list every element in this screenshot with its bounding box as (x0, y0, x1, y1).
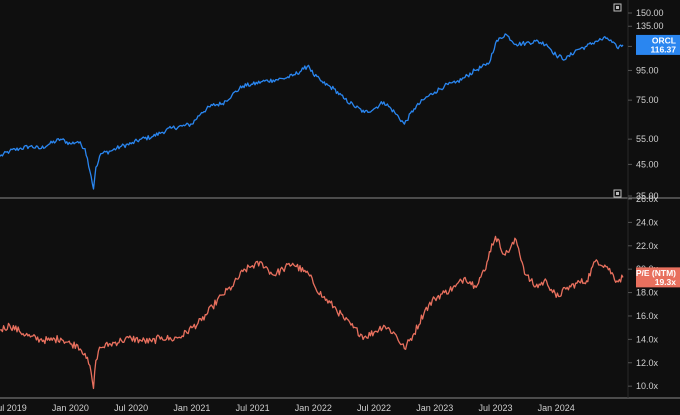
y-tick-label: 10.0x (636, 381, 659, 391)
x-tick-label: Jul 2022 (357, 403, 391, 413)
expand-icon[interactable] (613, 3, 622, 12)
badge-background (636, 34, 680, 55)
expand-icon[interactable] (613, 189, 622, 198)
x-tick-label: Jan 2023 (416, 403, 453, 413)
y-tick-label: 26.0x (636, 194, 659, 204)
badge-series-name: ORCL (652, 35, 676, 45)
badge-last-value: 19.3x (655, 277, 677, 287)
y-tick-label: 18.0x (636, 288, 659, 298)
pe-badge: P/E (NTM)19.3x (636, 267, 680, 288)
badge-background (636, 267, 680, 288)
x-tick-label: Jan 2024 (538, 403, 575, 413)
x-tick-label: Jan 2022 (295, 403, 332, 413)
x-tick-label: Jan 2021 (173, 403, 210, 413)
x-tick-label: Jul 2020 (114, 403, 148, 413)
x-tick-label: Jul 2023 (478, 403, 512, 413)
badge-last-value: 116.37 (650, 44, 676, 54)
y-tick-label: 135.00 (636, 21, 664, 31)
price-series-line (0, 33, 624, 190)
pe-series-line (0, 235, 624, 390)
x-tick-label: Jan 2020 (52, 403, 89, 413)
x-tick-label: Jul 2019 (0, 403, 27, 413)
y-tick-label: 45.00 (636, 159, 659, 169)
badge-series-name: P/E (NTM) (636, 268, 676, 278)
y-tick-label: 150.00 (636, 8, 664, 18)
y-tick-label: 95.00 (636, 65, 659, 75)
y-tick-label: 55.00 (636, 134, 659, 144)
y-tick-label: 24.0x (636, 217, 659, 227)
y-tick-label: 35.00 (636, 191, 659, 201)
y-tick-label: 14.0x (636, 334, 659, 344)
y-tick-label: 22.0x (636, 241, 659, 251)
y-tick-label: 16.0x (636, 311, 659, 321)
y-tick-label: 12.0x (636, 358, 659, 368)
y-tick-label: 75.00 (636, 95, 659, 105)
x-tick-label: Jul 2021 (236, 403, 270, 413)
